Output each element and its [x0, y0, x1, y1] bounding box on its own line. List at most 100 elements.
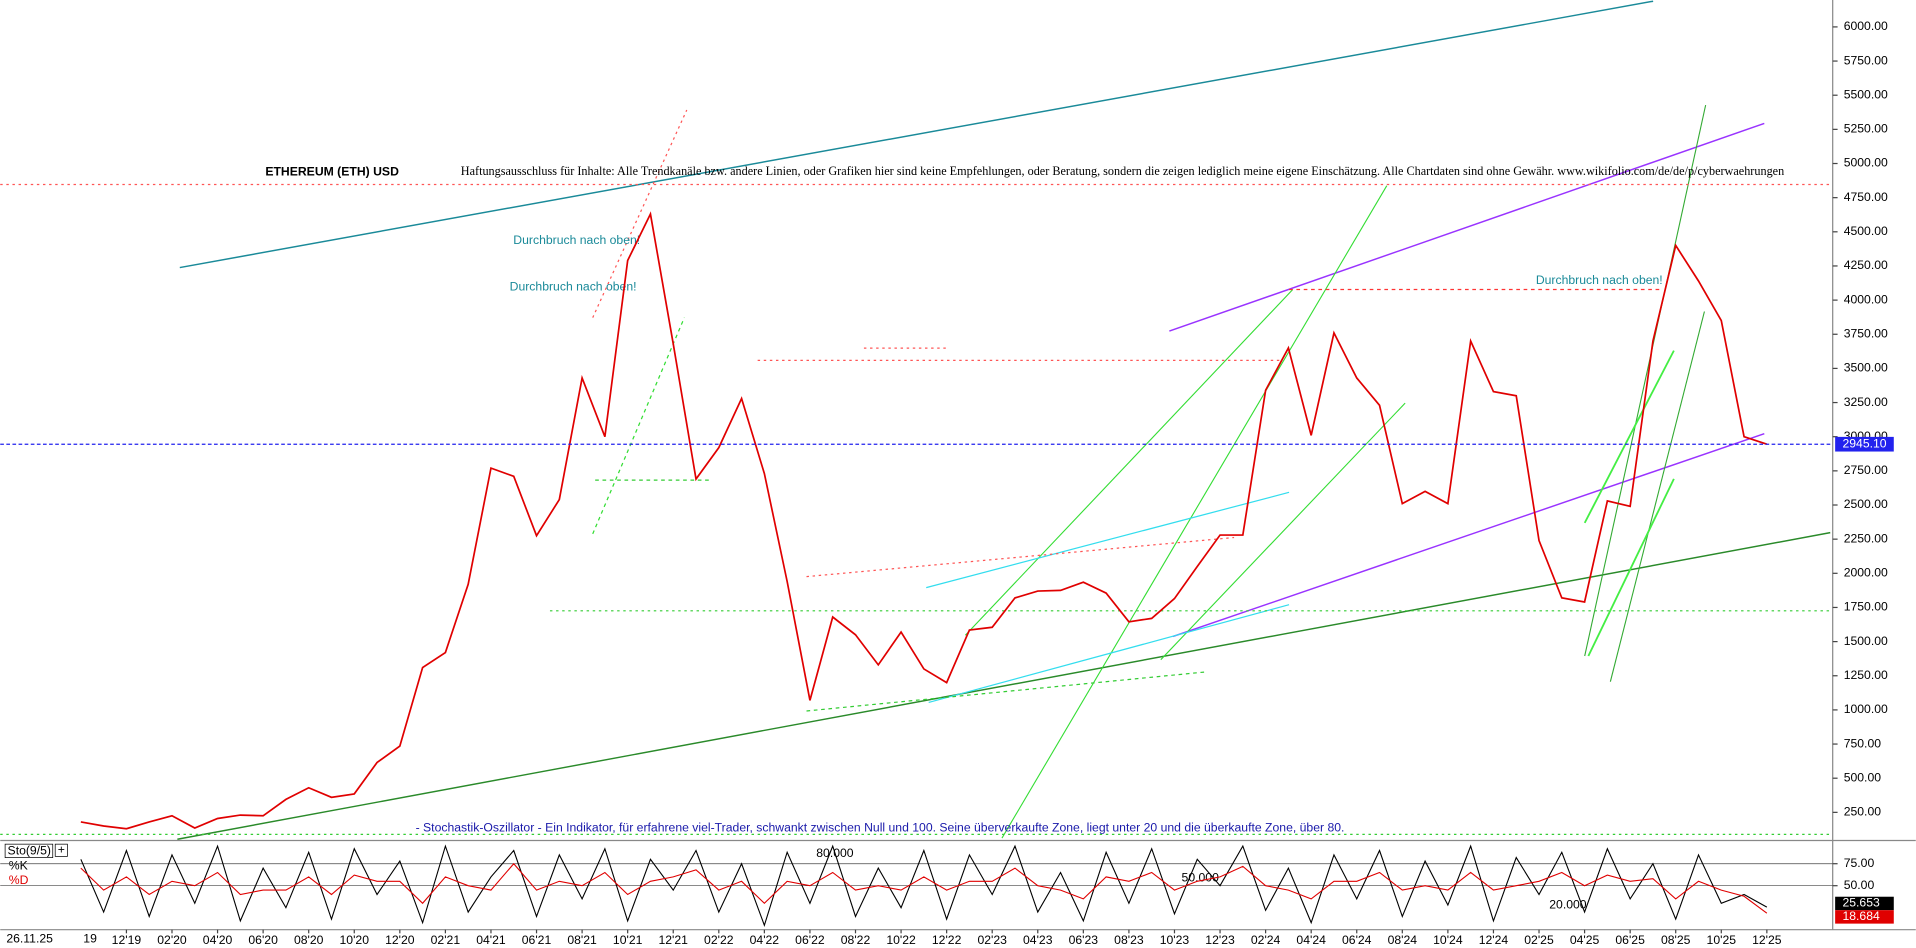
x-tick-label: 04'22 [750, 933, 780, 947]
x-tick-label: 02'21 [431, 933, 461, 947]
trend-line [179, 0, 1654, 269]
series-line [80, 844, 1768, 927]
x-tick-label: 12'21 [658, 933, 688, 947]
x-tick-label: 02'22 [704, 933, 734, 947]
x-tick-label: 04'21 [476, 933, 506, 947]
y-tick-label: 50.00 [1844, 878, 1875, 892]
x-tick-label: 12'19 [112, 933, 142, 947]
value-label: 25.653 [1842, 896, 1880, 910]
trend-line [592, 109, 688, 318]
y-tick-label: 3500.00 [1844, 361, 1888, 375]
x-tick-label: 10'25 [1707, 933, 1737, 947]
expand-icon: + [58, 842, 65, 856]
y-tick-label: 1250.00 [1844, 668, 1888, 682]
x-tick-label: 10'24 [1433, 933, 1463, 947]
y-tick-label: 3750.00 [1844, 326, 1888, 340]
x-tick-label: 04'20 [203, 933, 233, 947]
x-tick-label: 04'24 [1296, 933, 1326, 947]
x-tick-label: 12'24 [1479, 933, 1509, 947]
y-tick-label: 1000.00 [1844, 702, 1888, 716]
value-label: 18.684 [1842, 909, 1880, 923]
x-tick-label: 08'22 [841, 933, 871, 947]
x-tick-label: 04'25 [1570, 933, 1600, 947]
y-tick-label: 3250.00 [1844, 395, 1888, 409]
y-tick-label: 6000.00 [1844, 19, 1888, 33]
y-tick-label: 5500.00 [1844, 87, 1888, 101]
trend-line [964, 289, 1294, 636]
y-tick-label: 1500.00 [1844, 634, 1888, 648]
trend-line [1609, 311, 1705, 682]
annotation: Durchbruch nach oben! [513, 233, 640, 247]
x-tick-label: 12'25 [1752, 933, 1782, 947]
x-tick-label: 12'22 [932, 933, 962, 947]
x-tick-label: 10'20 [340, 933, 370, 947]
y-tick-label: 250.00 [1844, 805, 1882, 819]
trend-line [806, 536, 1235, 578]
x-tick-label: 06'23 [1069, 933, 1099, 947]
price-box [1835, 436, 1894, 452]
trend-line [1583, 350, 1675, 524]
x-tick-label: 08'24 [1388, 933, 1418, 947]
y-tick-label: 750.00 [1844, 736, 1882, 750]
value-box [1835, 896, 1894, 911]
legend-entry: %K [9, 858, 28, 872]
x-tick-label: 06'24 [1342, 933, 1372, 947]
x-tick-label: 12'23 [1205, 933, 1235, 947]
x-tick-label: 06'22 [795, 933, 825, 947]
trend-line [806, 671, 1207, 712]
x-tick-label: 08'20 [294, 933, 324, 947]
legend-entry: %D [9, 873, 29, 887]
x-tick-label: 08'25 [1661, 933, 1691, 947]
x-tick-label: 02'25 [1524, 933, 1554, 947]
subtitle: Haftungsausschluss für Inhalte: Alle Tre… [461, 164, 1784, 178]
y-tick-label: 4750.00 [1844, 190, 1888, 204]
y-tick-label: 1750.00 [1844, 600, 1888, 614]
x-tick-label: 08'21 [567, 933, 597, 947]
y-tick-label: 5000.00 [1844, 156, 1888, 170]
trend-line [1584, 104, 1707, 657]
x-tick-label: 02'23 [977, 933, 1007, 947]
trend-line [177, 531, 1831, 840]
y-tick-label: 5750.00 [1844, 53, 1888, 67]
x-tick-label: 06'25 [1615, 933, 1645, 947]
y-tick-label: 4500.00 [1844, 224, 1888, 238]
series-line [80, 211, 1768, 830]
trend-line [1001, 185, 1388, 839]
x-tick-label: 02'20 [157, 933, 187, 947]
y-tick-label: 75.00 [1844, 856, 1875, 870]
annotation: Durchbruch nach oben! [1536, 273, 1663, 287]
y-tick-label: 2750.00 [1844, 463, 1888, 477]
description: - Stochastik-Oszillator - Ein Indikator,… [416, 820, 1345, 834]
expand-button[interactable] [54, 843, 68, 857]
y-tick-label: 2000.00 [1844, 566, 1888, 580]
x-tick-label: 10'22 [886, 933, 916, 947]
x-tick-label: 04'23 [1023, 933, 1053, 947]
indicator-box [4, 843, 54, 858]
y-tick-label: 2500.00 [1844, 497, 1888, 511]
y-tick-label: 4000.00 [1844, 292, 1888, 306]
y-tick-label: 2250.00 [1844, 531, 1888, 545]
x-tick-label: 08'23 [1114, 933, 1144, 947]
price-label: 2945.10 [1842, 436, 1886, 450]
annotation: 20.000 [1549, 897, 1587, 911]
trend-line [1160, 402, 1406, 661]
x-tick-label: 10'23 [1160, 933, 1190, 947]
y-tick-label: 500.00 [1844, 770, 1882, 784]
trend-line [1169, 122, 1765, 332]
trend-line [1587, 478, 1675, 657]
y-tick-label: 4250.00 [1844, 258, 1888, 272]
series-line [80, 862, 1768, 914]
indicator-title: Sto(9/5) [8, 844, 51, 858]
value-box [1835, 910, 1894, 924]
x-extra-label: 26.11.25 [6, 932, 53, 946]
x-tick-label: 02'24 [1251, 933, 1281, 947]
x-tick-label: 12'20 [385, 933, 415, 947]
x-tick-label: 10'21 [613, 933, 643, 947]
trend-line [928, 604, 1290, 704]
x-extra-label: 19 [83, 932, 97, 946]
x-tick-label: 06'21 [522, 933, 552, 947]
y-tick-label: 5250.00 [1844, 122, 1888, 136]
trend-line [1172, 432, 1765, 638]
